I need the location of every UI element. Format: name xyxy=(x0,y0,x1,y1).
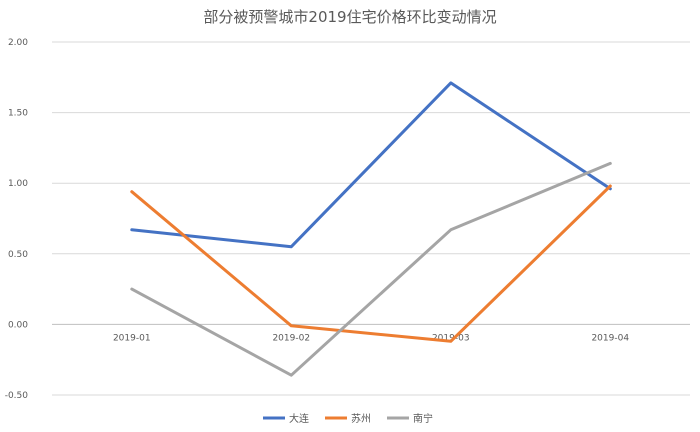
legend-label: 大连 xyxy=(289,412,309,425)
x-tick-label: 2019-03 xyxy=(432,333,470,343)
y-axis-ticks: 2.00 1.50 1.00 0.50 0.00 -0.50 xyxy=(5,38,29,401)
y-tick-label: 2.00 xyxy=(8,38,28,48)
y-tick-label: 1.00 xyxy=(8,179,28,189)
y-tick-label: -0.50 xyxy=(5,391,29,401)
chart-title: 部分被预警城市2019住宅价格环比变动情况 xyxy=(203,8,496,26)
legend-label: 苏州 xyxy=(351,412,371,425)
x-tick-label: 2019-04 xyxy=(591,333,629,343)
x-tick-label: 2019-01 xyxy=(113,333,151,343)
x-tick-label: 2019-02 xyxy=(272,333,310,343)
legend-label: 南宁 xyxy=(413,412,433,425)
series-line xyxy=(130,81,612,249)
y-tick-label: 0.00 xyxy=(8,320,28,330)
series-line xyxy=(130,161,612,377)
y-tick-label: 0.50 xyxy=(8,250,28,260)
gridlines xyxy=(52,41,690,396)
x-axis-ticks: 2019-01 2019-02 2019-03 2019-04 xyxy=(113,333,629,343)
series-line xyxy=(130,184,612,343)
legend: 大连 苏州 南宁 xyxy=(263,412,433,425)
y-tick-label: 1.50 xyxy=(8,109,28,119)
series-lines xyxy=(130,81,612,377)
